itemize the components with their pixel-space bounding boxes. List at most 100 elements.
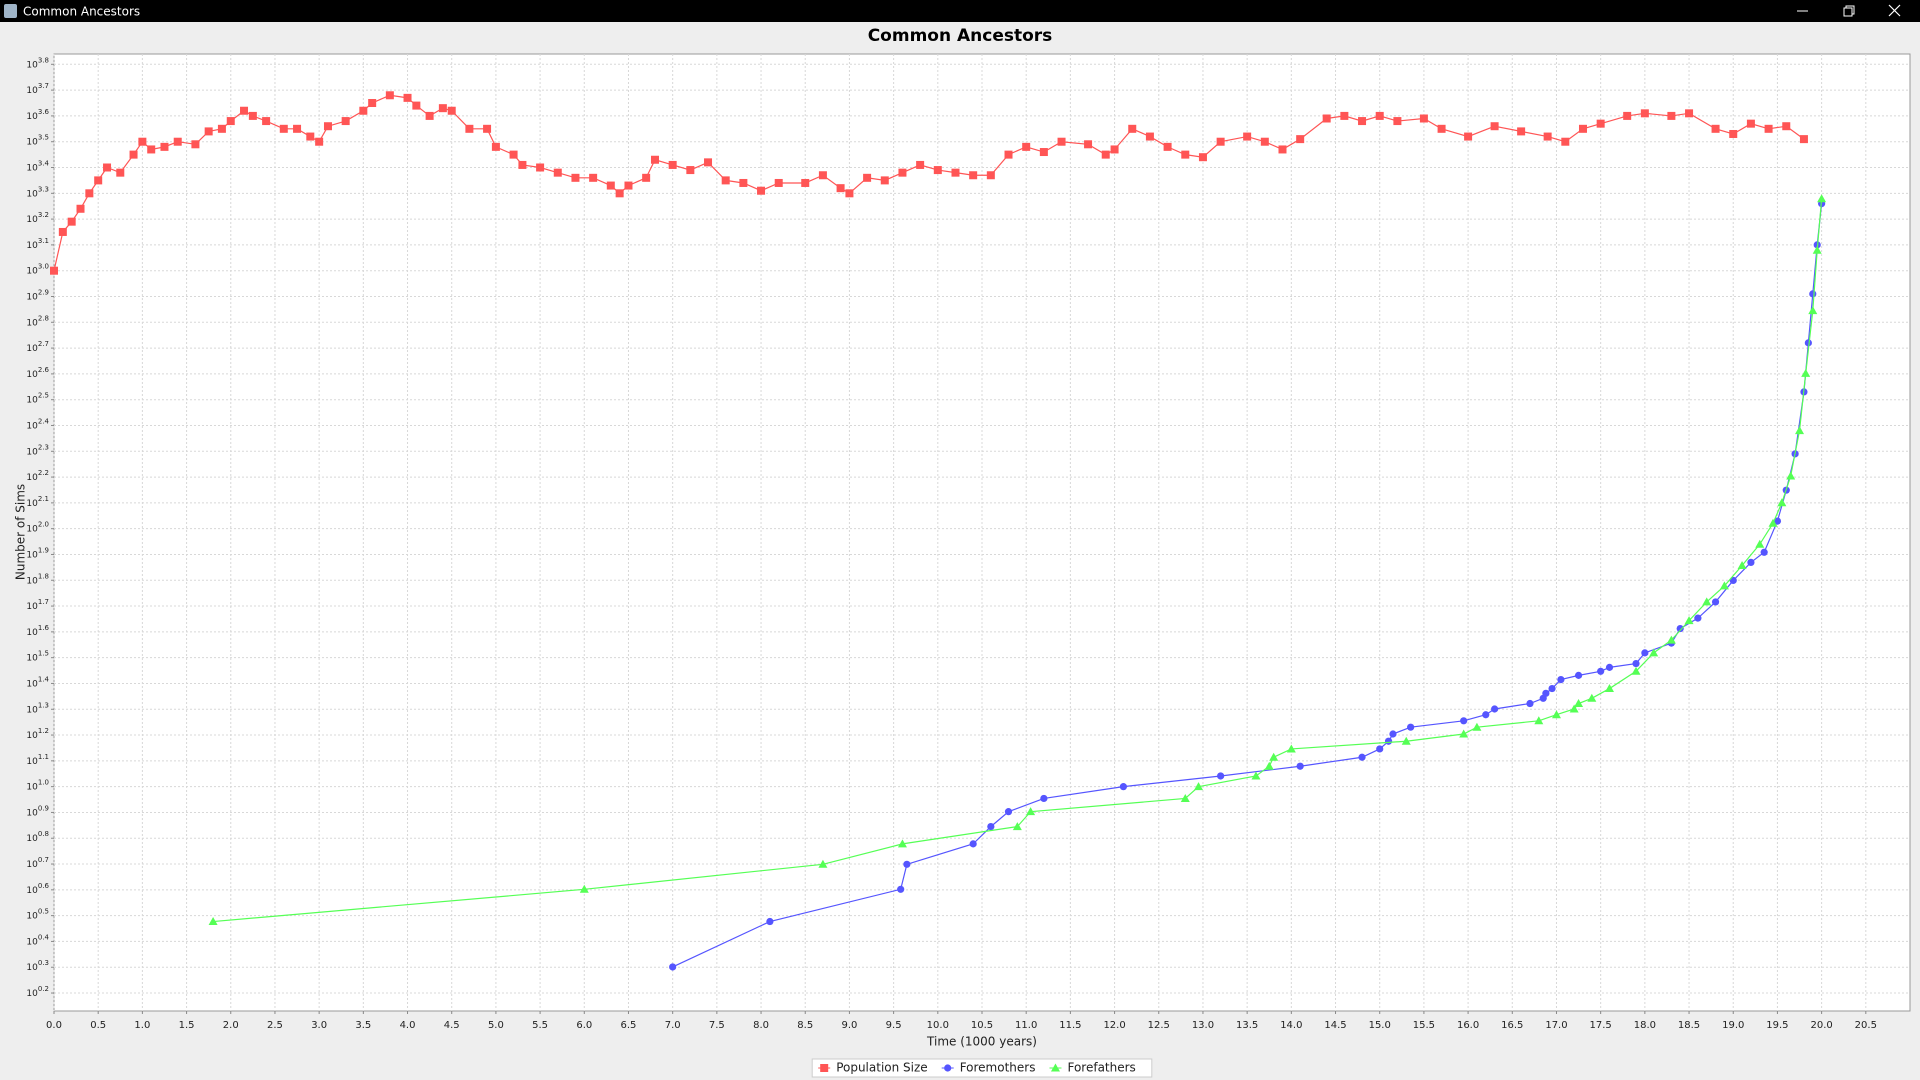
marker bbox=[1747, 558, 1755, 567]
marker bbox=[1809, 290, 1817, 298]
marker bbox=[1296, 135, 1305, 144]
x-tick-label: 17.0 bbox=[1545, 1020, 1567, 1031]
marker bbox=[969, 171, 978, 180]
legend-label: Population Size bbox=[836, 1061, 928, 1075]
x-tick-label: 20.5 bbox=[1855, 1020, 1877, 1031]
legend: Population Size Foremothers Forefathers bbox=[811, 1058, 1153, 1078]
marker bbox=[1551, 710, 1561, 719]
x-tick-label: 20.0 bbox=[1810, 1020, 1832, 1031]
y-tick-label: 102.0 bbox=[26, 521, 49, 535]
marker bbox=[739, 178, 748, 187]
x-tick-label: 1.5 bbox=[179, 1020, 195, 1031]
marker bbox=[1737, 560, 1747, 569]
marker bbox=[1574, 671, 1583, 679]
marker bbox=[138, 137, 147, 146]
marker bbox=[1389, 730, 1397, 738]
x-tick-label: 15.0 bbox=[1369, 1020, 1391, 1031]
x-tick-label: 14.0 bbox=[1280, 1020, 1302, 1031]
legend-label: Forefathers bbox=[1067, 1061, 1135, 1075]
y-tick-label: 100.5 bbox=[26, 908, 49, 922]
legend-label: Foremothers bbox=[960, 1061, 1036, 1075]
marker bbox=[606, 181, 615, 190]
marker bbox=[1578, 124, 1587, 133]
y-tick-label: 102.7 bbox=[26, 340, 49, 354]
marker bbox=[863, 173, 872, 182]
x-tick-label: 8.0 bbox=[753, 1020, 769, 1031]
marker bbox=[1040, 794, 1048, 803]
marker bbox=[1729, 129, 1738, 138]
marker bbox=[425, 111, 434, 120]
marker bbox=[116, 168, 125, 177]
marker bbox=[1407, 723, 1415, 731]
marker bbox=[933, 166, 942, 175]
marker bbox=[1464, 132, 1473, 141]
marker bbox=[1795, 426, 1805, 435]
marker bbox=[571, 173, 580, 182]
x-tick-label: 0.0 bbox=[46, 1020, 62, 1031]
marker bbox=[1322, 114, 1331, 123]
y-tick-label: 102.9 bbox=[26, 288, 49, 302]
marker bbox=[1243, 132, 1252, 141]
marker bbox=[897, 839, 907, 848]
x-tick-label: 18.5 bbox=[1678, 1020, 1700, 1031]
marker bbox=[368, 99, 377, 108]
x-tick-label: 9.0 bbox=[841, 1020, 857, 1031]
marker bbox=[969, 840, 977, 848]
marker bbox=[1419, 114, 1428, 123]
marker bbox=[1286, 744, 1296, 753]
y-tick-label: 103.5 bbox=[26, 134, 49, 148]
x-tick-label: 5.5 bbox=[532, 1020, 548, 1031]
marker bbox=[1755, 539, 1765, 548]
marker bbox=[1685, 109, 1694, 118]
marker bbox=[1145, 132, 1154, 141]
y-tick-label: 102.8 bbox=[26, 314, 49, 328]
x-tick-label: 10.0 bbox=[927, 1020, 949, 1031]
marker bbox=[173, 137, 182, 146]
marker bbox=[801, 178, 810, 187]
marker bbox=[1557, 675, 1565, 684]
marker bbox=[306, 132, 315, 141]
marker bbox=[1278, 145, 1287, 154]
marker bbox=[553, 168, 562, 177]
marker bbox=[1264, 761, 1274, 770]
marker bbox=[1746, 119, 1755, 128]
marker bbox=[103, 163, 112, 172]
marker bbox=[85, 189, 94, 198]
y-tick-label: 103.4 bbox=[26, 159, 49, 173]
marker bbox=[986, 171, 995, 180]
close-button[interactable] bbox=[1888, 4, 1901, 17]
y-tick-label: 102.5 bbox=[26, 392, 49, 406]
y-tick-label: 101.8 bbox=[26, 572, 49, 586]
x-tick-label: 14.5 bbox=[1324, 1020, 1346, 1031]
marker bbox=[1482, 711, 1490, 719]
series bbox=[50, 91, 1808, 275]
marker bbox=[323, 122, 332, 131]
x-tick-label: 18.0 bbox=[1634, 1020, 1656, 1031]
marker bbox=[766, 917, 774, 926]
y-tick-label: 100.2 bbox=[26, 985, 49, 999]
y-tick-label: 100.4 bbox=[26, 933, 49, 947]
x-tick-label: 4.0 bbox=[400, 1020, 416, 1031]
title-bar bbox=[0, 0, 1920, 22]
marker bbox=[412, 101, 421, 110]
marker bbox=[1260, 137, 1269, 146]
x-tick-label: 2.5 bbox=[267, 1020, 283, 1031]
marker bbox=[836, 184, 845, 193]
y-tick-label: 103.1 bbox=[26, 237, 49, 251]
x-axis-label: Time (1000 years) bbox=[926, 1035, 1037, 1049]
marker bbox=[315, 137, 324, 146]
marker bbox=[1101, 150, 1110, 159]
marker bbox=[642, 173, 651, 182]
marker bbox=[668, 160, 677, 169]
app-icon bbox=[4, 4, 17, 18]
restore-button[interactable] bbox=[1843, 5, 1855, 17]
marker bbox=[1804, 339, 1812, 347]
y-tick-label: 101.7 bbox=[26, 598, 49, 612]
marker bbox=[226, 117, 235, 126]
marker bbox=[293, 124, 302, 133]
marker bbox=[208, 917, 218, 926]
marker bbox=[518, 160, 527, 169]
x-tick-label: 7.5 bbox=[709, 1020, 725, 1031]
marker bbox=[1649, 648, 1659, 657]
